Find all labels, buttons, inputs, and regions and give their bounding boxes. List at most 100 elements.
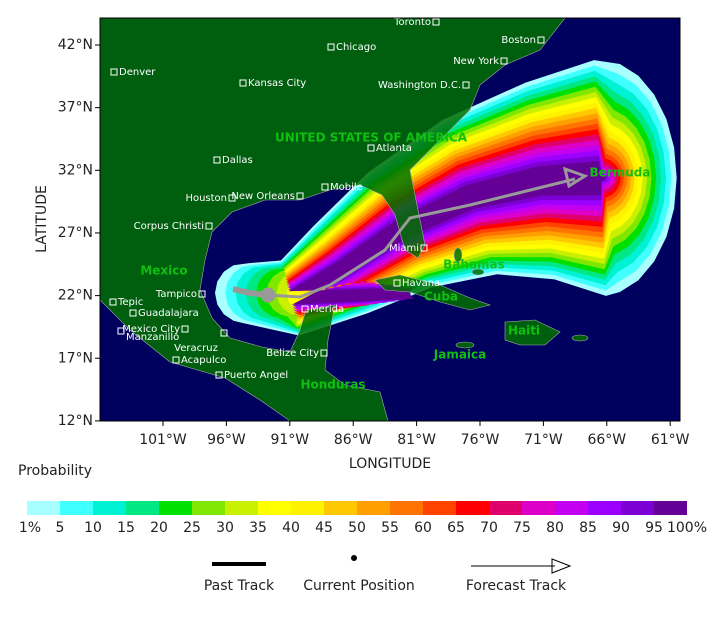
city-marker [110, 68, 118, 76]
forecast-arrow-key [551, 558, 572, 574]
city-label: Acapulco [181, 355, 226, 366]
city-marker [213, 156, 221, 164]
map-frame [99, 17, 681, 422]
legend-label: 55 [381, 520, 399, 536]
x-tick-label: 86°W [334, 432, 373, 448]
legend-swatch [291, 501, 324, 515]
city-label: Guadalajara [138, 308, 199, 319]
legend-swatch [159, 501, 192, 515]
puerto-rico [571, 334, 589, 342]
city-marker [296, 192, 304, 200]
y-tick-label: 12°N [58, 413, 93, 429]
storm-track [232, 166, 589, 303]
region-label: Mexico [140, 264, 187, 278]
y-tick-label: 32°N [58, 162, 93, 178]
legend-swatch [588, 501, 621, 515]
legend-swatch [621, 501, 654, 515]
region-label: Bahamas [443, 258, 505, 272]
city-marker [205, 222, 213, 230]
current-position-key [351, 555, 357, 561]
city-label: Corpus Christi [134, 221, 204, 232]
city-marker [393, 279, 401, 287]
forecast-track [267, 177, 576, 299]
city-marker [129, 309, 137, 317]
bahamas-island [471, 268, 485, 276]
city-marker [117, 327, 125, 335]
legend-label: 80 [546, 520, 564, 536]
city-label: Atlanta [376, 143, 412, 154]
legend-swatch [126, 501, 159, 515]
city-label: Toronto [393, 17, 431, 28]
x-tick-label: 101°W [139, 432, 187, 448]
city-marker [198, 290, 206, 298]
city-marker [432, 18, 440, 26]
city-marker [420, 244, 428, 252]
city-marker [367, 144, 375, 152]
legend-label: 20 [150, 520, 168, 536]
y-tick-label: 42°N [58, 37, 93, 53]
track-label: Current Position [303, 578, 415, 594]
legend-label: 25 [183, 520, 201, 536]
city-label: Havana [402, 278, 440, 289]
legend-swatch [258, 501, 291, 515]
city-label: Merida [310, 304, 344, 315]
x-tick-label: 91°W [270, 432, 309, 448]
city-label: Tampico [155, 289, 197, 300]
city-marker [220, 329, 228, 337]
city-label: Houston [185, 193, 227, 204]
legend-swatch [654, 501, 687, 515]
city-label: Mexico City [122, 324, 180, 335]
x-tick-label: 66°W [587, 432, 626, 448]
track-label: Forecast Track [466, 578, 567, 594]
city-label: New Orleans [231, 191, 295, 202]
x-tick-label: 96°W [207, 432, 246, 448]
region-label: Haiti [508, 324, 540, 338]
legend-swatch [456, 501, 489, 515]
y-tick-label: 22°N [58, 288, 93, 304]
city-marker [239, 79, 247, 87]
y-tick-label: 37°N [58, 100, 93, 116]
x-tick-label: 61°W [651, 432, 690, 448]
legend-label: 95 [645, 520, 663, 536]
y-tick-label: 17°N [58, 350, 93, 366]
city-marker [109, 298, 117, 306]
jamaica [455, 341, 475, 349]
legend-swatch [390, 501, 423, 515]
legend-label: 40 [282, 520, 300, 536]
legend-swatch [489, 501, 522, 515]
cuba [374, 274, 492, 311]
city-label: Mobile [330, 182, 363, 193]
legend-label: 90 [612, 520, 630, 536]
legend-swatch [324, 501, 357, 515]
legend-label: 30 [216, 520, 234, 536]
legend-swatch [555, 501, 588, 515]
city-label: Veracruz [174, 343, 218, 354]
city-marker [327, 43, 335, 51]
hispaniola [504, 319, 561, 346]
city-label: Miami [389, 243, 419, 254]
city-label: Puerto Angel [224, 370, 288, 381]
bahamas-island [453, 247, 463, 263]
legend-swatch [522, 501, 555, 515]
legend-swatch [192, 501, 225, 515]
legend-label: 35 [249, 520, 267, 536]
city-marker [500, 57, 508, 65]
city-marker [301, 305, 309, 313]
city-label: Manzanillo [126, 332, 179, 343]
legend-swatch [27, 501, 60, 515]
legend-swatch [60, 501, 93, 515]
city-marker [321, 183, 329, 191]
city-label: New York [453, 56, 499, 67]
land [99, 17, 589, 422]
x-axis-label: LONGITUDE [349, 456, 431, 472]
y-tick-label: 27°N [58, 225, 93, 241]
region-label: Honduras [300, 378, 365, 392]
legend-swatch [357, 501, 390, 515]
legend-label: 100% [667, 520, 707, 536]
city-label: Chicago [336, 42, 376, 53]
city-label: Tepic [117, 297, 143, 308]
legend-label: 1% [19, 520, 41, 536]
legend-label: 5 [56, 520, 65, 536]
city-label: Denver [119, 67, 156, 78]
